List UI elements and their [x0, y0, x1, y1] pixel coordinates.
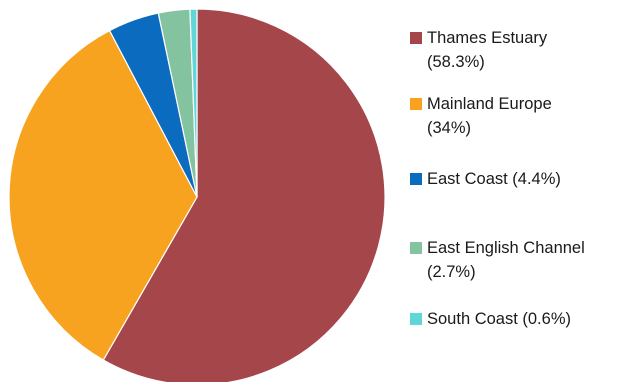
legend-item-east-coast: East Coast (4.4%): [410, 167, 561, 191]
legend-swatch-south-coast: [410, 313, 422, 325]
pie-chart: [8, 8, 386, 382]
legend-item-mainland-europe: Mainland Europe (34%): [410, 92, 552, 140]
legend-label: South Coast (0.6%): [427, 310, 571, 328]
legend-label: Thames Estuary (58.3%): [427, 26, 547, 74]
legend-swatch-thames-estuary: [410, 32, 422, 44]
legend-swatch-east-coast: [410, 173, 422, 185]
pie-slice-thames-estuary: [102, 8, 386, 382]
legend-category: East English Channel: [427, 239, 585, 257]
pie-slice-mainland-europe: [8, 29, 198, 361]
legend-label: East Coast (4.4%): [427, 170, 561, 188]
legend-label: East English Channel (2.7%): [427, 236, 585, 284]
legend-item-thames-estuary: Thames Estuary (58.3%): [410, 26, 547, 74]
legend-item-east-english-channel: East English Channel (2.7%): [410, 236, 585, 284]
legend-category: Thames Estuary: [427, 29, 548, 47]
legend-swatch-east-english-channel: [410, 242, 422, 254]
legend-percent: (58.3%): [427, 53, 485, 71]
legend-percent: (34%): [427, 119, 472, 137]
legend-swatch-mainland-europe: [410, 98, 422, 110]
legend-category: Mainland Europe: [427, 95, 552, 113]
legend-percent: (2.7%): [427, 263, 476, 281]
pie-slice-south-coast: [189, 8, 198, 198]
legend-item-south-coast: South Coast (0.6%): [410, 307, 571, 331]
legend-label: Mainland Europe (34%): [427, 92, 552, 140]
